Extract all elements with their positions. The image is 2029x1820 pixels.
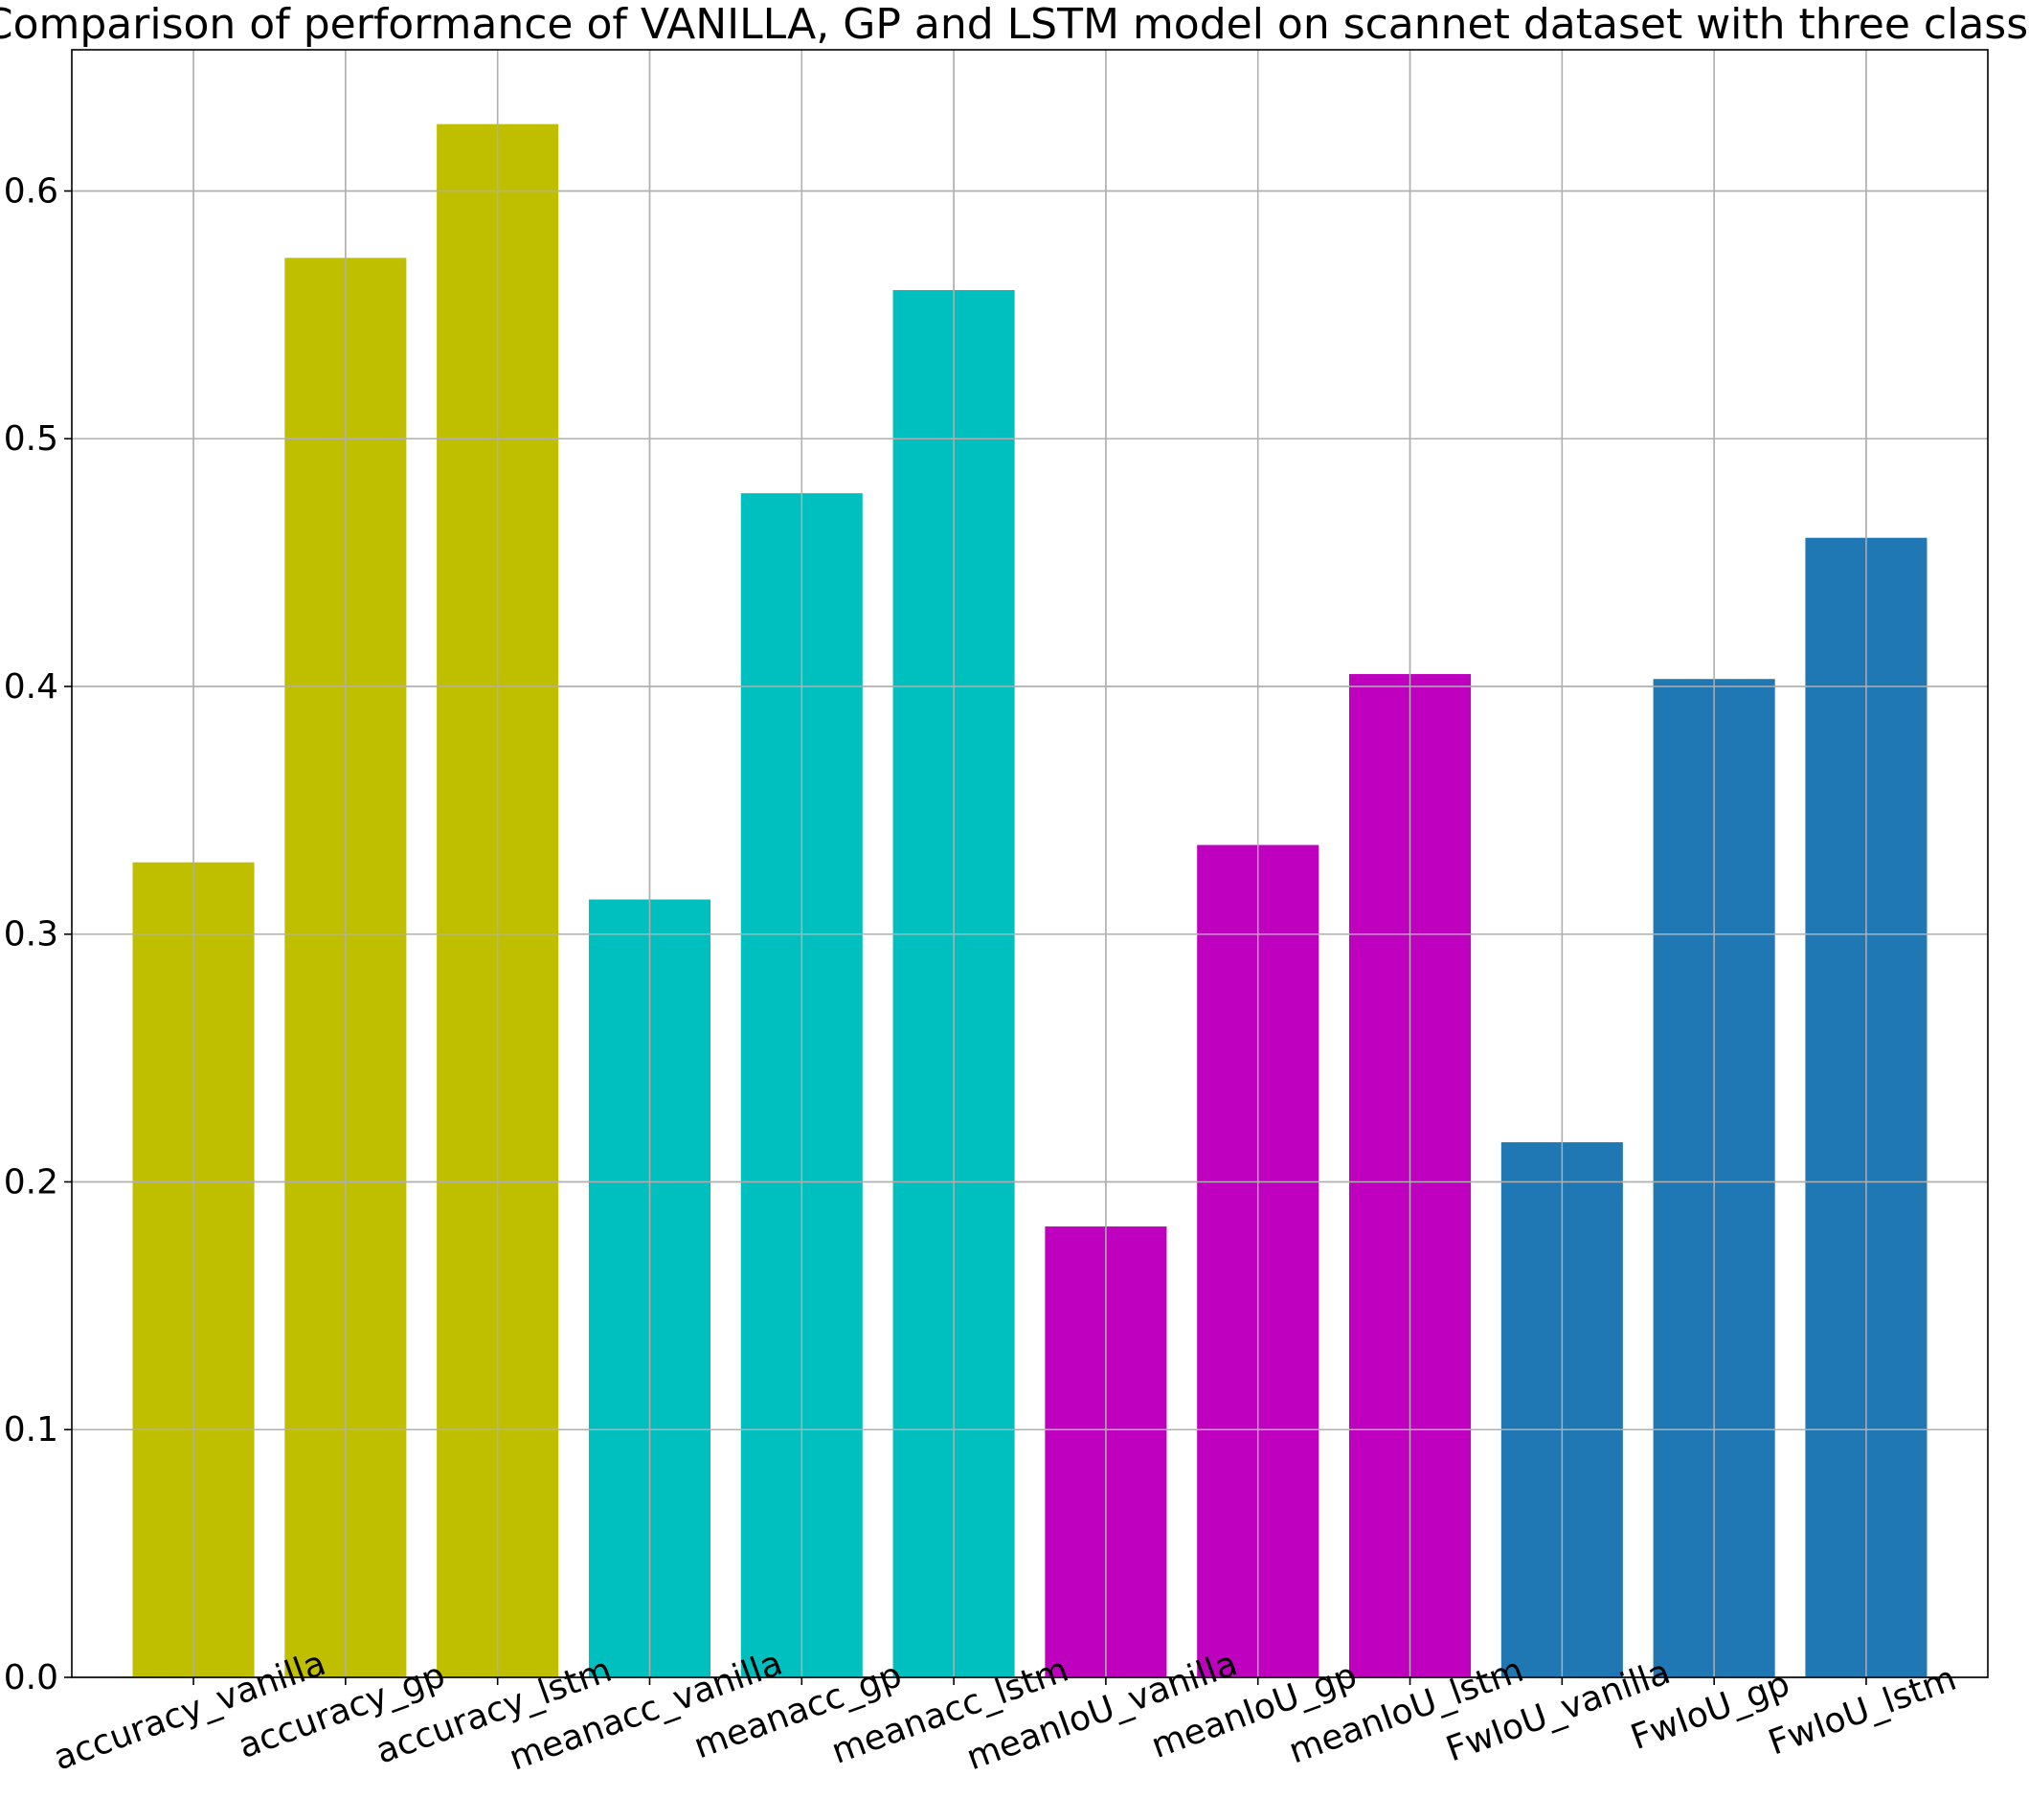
y-tick-label: 0.2 bbox=[4, 1162, 58, 1202]
y-tick-labels: 0.0 0.1 0.2 0.3 0.4 0.5 0.6 bbox=[4, 171, 58, 1697]
y-tick-label: 0.3 bbox=[4, 915, 58, 955]
y-tick-label: 0.1 bbox=[4, 1410, 58, 1449]
bars bbox=[72, 50, 1988, 1678]
plot-frame bbox=[71, 49, 1989, 1678]
y-tick-label: 0.0 bbox=[4, 1658, 58, 1697]
chart-title: Comparison of performance of VANILLA, GP… bbox=[0, 0, 2029, 49]
y-tick-label: 0.6 bbox=[4, 171, 58, 211]
y-tick-label: 0.5 bbox=[4, 419, 58, 459]
y-tick-label: 0.4 bbox=[4, 667, 58, 707]
axes bbox=[64, 49, 1989, 1685]
